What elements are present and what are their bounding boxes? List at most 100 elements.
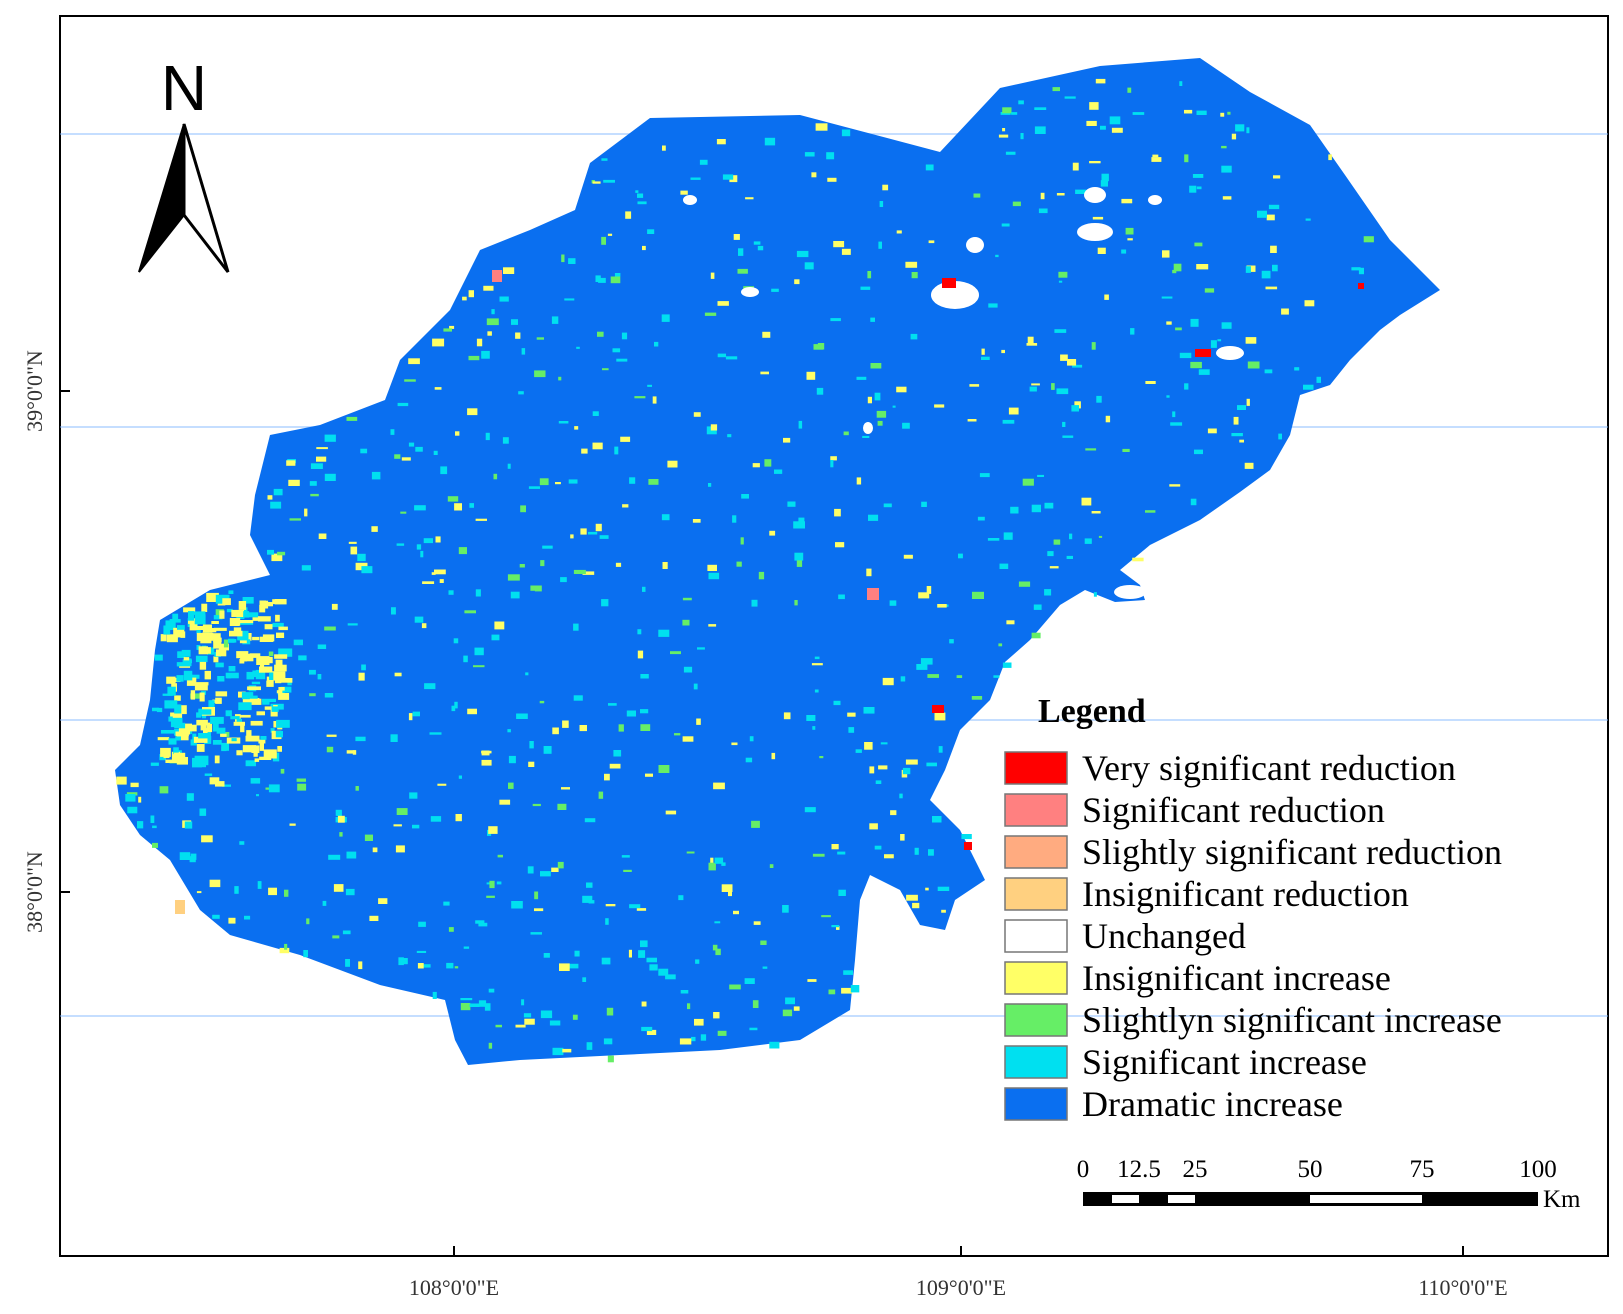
change-pixel bbox=[256, 656, 270, 665]
change-pixel bbox=[174, 695, 181, 701]
change-pixel bbox=[586, 882, 593, 888]
change-pixel bbox=[215, 781, 225, 787]
change-pixel bbox=[310, 463, 323, 469]
change-pixel bbox=[551, 867, 559, 872]
change-pixel bbox=[464, 610, 476, 614]
change-pixel bbox=[1303, 384, 1314, 390]
change-pixel bbox=[520, 505, 526, 513]
change-pixel bbox=[499, 799, 511, 805]
change-pixel bbox=[346, 851, 357, 859]
change-pixel bbox=[431, 572, 436, 575]
change-pixel bbox=[837, 851, 846, 855]
change-pixel bbox=[870, 363, 882, 369]
legend-swatch bbox=[1004, 793, 1068, 827]
change-pixel bbox=[527, 866, 534, 874]
change-pixel bbox=[570, 534, 574, 539]
legend-swatch bbox=[1004, 877, 1068, 911]
change-pixel bbox=[806, 371, 816, 380]
change-pixel bbox=[270, 707, 278, 717]
change-pixel bbox=[503, 267, 515, 274]
change-pixel bbox=[1002, 662, 1012, 668]
change-pixel bbox=[628, 949, 632, 958]
change-pixel bbox=[949, 639, 954, 644]
change-pixel bbox=[1221, 165, 1232, 173]
legend-label: Very significant reduction bbox=[1082, 748, 1456, 788]
change-pixel bbox=[1278, 433, 1282, 440]
change-pixel bbox=[900, 834, 905, 841]
change-pixel bbox=[876, 410, 887, 418]
change-pixel bbox=[752, 463, 760, 468]
change-pixel bbox=[1003, 532, 1013, 540]
change-pixel bbox=[172, 613, 179, 621]
change-pixel bbox=[221, 742, 229, 751]
change-pixel bbox=[1072, 364, 1083, 368]
change-pixel bbox=[222, 598, 231, 606]
change-pixel bbox=[284, 889, 289, 897]
change-pixel bbox=[201, 835, 213, 843]
change-pixel bbox=[576, 346, 580, 349]
change-pixel bbox=[928, 240, 935, 244]
change-pixel bbox=[604, 773, 610, 781]
change-pixel bbox=[1113, 116, 1118, 123]
change-pixel bbox=[204, 773, 213, 776]
change-pixel bbox=[769, 1041, 780, 1049]
change-pixel bbox=[225, 710, 232, 717]
change-pixel bbox=[180, 705, 187, 715]
change-pixel bbox=[489, 880, 495, 889]
change-pixel bbox=[491, 309, 495, 315]
change-pixel bbox=[234, 886, 239, 894]
change-pixel bbox=[179, 852, 191, 860]
change-pixel bbox=[233, 639, 237, 643]
change-pixel bbox=[1264, 369, 1273, 374]
change-pixel bbox=[277, 551, 286, 556]
change-pixel bbox=[1221, 145, 1227, 149]
change-pixel bbox=[458, 775, 462, 779]
change-pixel bbox=[211, 621, 219, 624]
change-pixel bbox=[1047, 551, 1054, 557]
change-pixel bbox=[794, 600, 798, 606]
change-pixel bbox=[1192, 174, 1204, 178]
change-pixel bbox=[1270, 245, 1277, 253]
change-pixel bbox=[621, 855, 630, 858]
change-pixel bbox=[595, 275, 601, 282]
change-pixel bbox=[433, 450, 438, 455]
change-pixel bbox=[1034, 107, 1047, 110]
change-pixel bbox=[579, 725, 587, 732]
change-pixel bbox=[213, 656, 219, 663]
change-pixel bbox=[1058, 280, 1063, 283]
change-pixel bbox=[1190, 361, 1202, 369]
change-pixel bbox=[637, 629, 642, 635]
change-pixel bbox=[998, 643, 1003, 647]
change-pixel bbox=[193, 736, 208, 743]
change-pixel bbox=[278, 648, 293, 657]
change-pixel bbox=[186, 793, 194, 801]
change-pixel bbox=[137, 821, 144, 829]
change-pixel bbox=[679, 1038, 692, 1045]
lon-label-110: 110°0'0"E bbox=[1418, 1275, 1507, 1300]
change-pixel bbox=[190, 693, 201, 699]
change-pixel bbox=[154, 654, 163, 661]
change-pixel bbox=[168, 738, 177, 745]
change-pixel bbox=[543, 746, 552, 754]
change-pixel bbox=[605, 918, 609, 925]
change-pixel bbox=[481, 350, 490, 359]
change-pixel bbox=[246, 730, 252, 737]
change-pixel bbox=[793, 1006, 800, 1011]
change-pixel bbox=[1161, 296, 1173, 299]
change-pixel bbox=[228, 666, 236, 672]
change-pixel bbox=[841, 129, 851, 137]
change-pixel bbox=[262, 698, 276, 703]
change-pixel bbox=[1100, 180, 1108, 187]
change-pixel bbox=[165, 759, 180, 763]
change-pixel bbox=[1104, 294, 1109, 300]
change-pixel bbox=[608, 703, 617, 706]
change-pixel bbox=[690, 177, 701, 180]
change-pixel bbox=[152, 825, 157, 829]
change-pixel bbox=[649, 964, 658, 971]
change-pixel bbox=[463, 946, 470, 949]
change-pixel bbox=[642, 586, 646, 592]
change-pixel bbox=[1005, 151, 1016, 155]
change-pixel bbox=[787, 501, 796, 507]
change-pixel bbox=[900, 676, 906, 682]
change-pixel bbox=[601, 236, 606, 245]
